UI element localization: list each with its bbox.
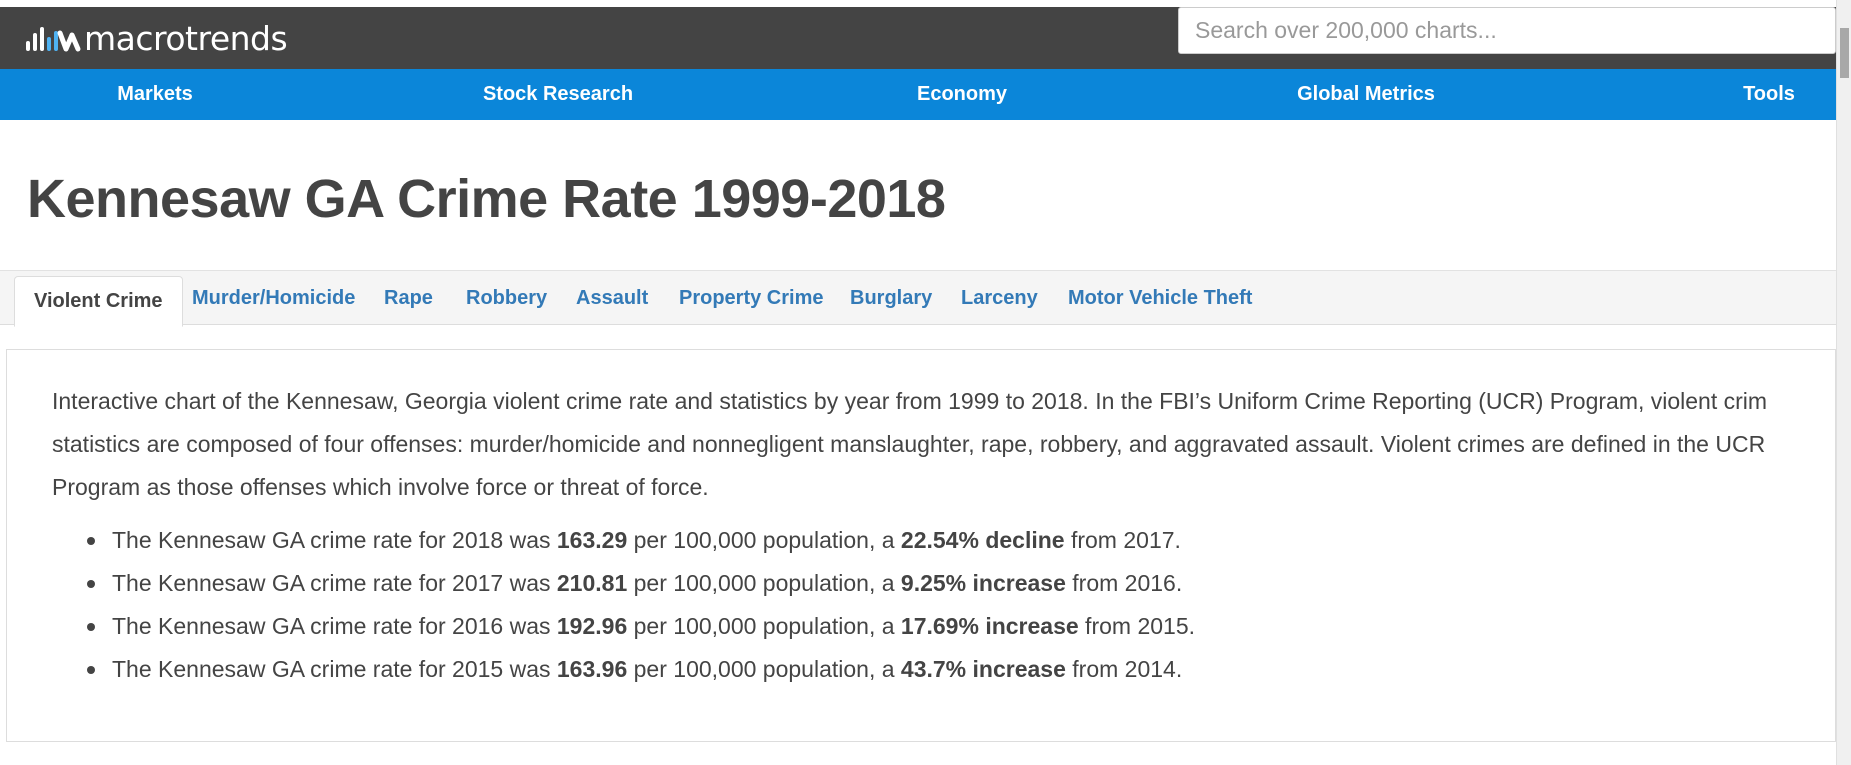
tab-robbery[interactable]: Robbery: [466, 287, 548, 309]
tab-property-crime[interactable]: Property Crime: [679, 287, 824, 309]
page-scrollbar[interactable]: [1836, 0, 1851, 765]
logo-text: macrotrends: [84, 18, 288, 58]
crime-type-tabs: Violent Crime Murder/Homicide Rape Robbe…: [0, 270, 1836, 327]
tab-motor-vehicle-theft[interactable]: Motor Vehicle Theft: [1068, 287, 1253, 309]
nav-economy[interactable]: Economy: [916, 83, 1008, 105]
tab-assault[interactable]: Assault: [576, 287, 649, 309]
crime-rate-value: 210.81: [556, 570, 628, 596]
crime-rate-value: 163.96: [556, 656, 628, 682]
list-item: The Kennesaw GA crime rate for 2017 was …: [52, 562, 1195, 605]
search-input[interactable]: [1178, 7, 1836, 54]
crime-rate-value: 192.96: [556, 613, 628, 639]
intro-line: Program as those offenses which involve …: [52, 474, 709, 500]
nav-global-metrics[interactable]: Global Metrics: [1297, 83, 1435, 105]
macrotrends-logo-icon: [26, 27, 81, 52]
page-title: Kennesaw GA Crime Rate 1999-2018: [27, 169, 946, 229]
tab-violent-crime[interactable]: Violent Crime: [14, 276, 183, 327]
scrollbar-thumb[interactable]: [1840, 28, 1849, 78]
crime-rate-stats-list: The Kennesaw GA crime rate for 2018 was …: [52, 519, 1195, 691]
content-panel: Interactive chart of the Kennesaw, Georg…: [6, 349, 1836, 742]
rate-change-value: 9.25% increase: [900, 570, 1066, 596]
rate-change-value: 17.69% increase: [900, 613, 1079, 639]
nav-stock-research[interactable]: Stock Research: [482, 83, 634, 105]
tab-burglary[interactable]: Burglary: [850, 287, 933, 309]
list-item: The Kennesaw GA crime rate for 2015 was …: [52, 648, 1195, 691]
intro-paragraph: Interactive chart of the Kennesaw, Georg…: [52, 380, 1851, 509]
rate-change-value: 43.7% increase: [900, 656, 1066, 682]
list-item: The Kennesaw GA crime rate for 2016 was …: [52, 605, 1195, 648]
main-nav: Markets Stock Research Economy Global Me…: [0, 69, 1836, 120]
nav-tools[interactable]: Tools: [1743, 83, 1795, 105]
list-item: The Kennesaw GA crime rate for 2018 was …: [52, 519, 1195, 562]
intro-line: statistics are composed of four offenses…: [52, 431, 1766, 457]
logo[interactable]: macrotrends: [24, 14, 288, 62]
crime-rate-value: 163.29: [556, 527, 628, 553]
tab-rape[interactable]: Rape: [384, 287, 433, 309]
nav-markets[interactable]: Markets: [117, 83, 193, 105]
intro-line: Interactive chart of the Kennesaw, Georg…: [52, 388, 1768, 414]
rate-change-value: 22.54% decline: [900, 527, 1065, 553]
tab-murder-homicide[interactable]: Murder/Homicide: [192, 287, 356, 309]
tab-larceny[interactable]: Larceny: [961, 287, 1038, 309]
